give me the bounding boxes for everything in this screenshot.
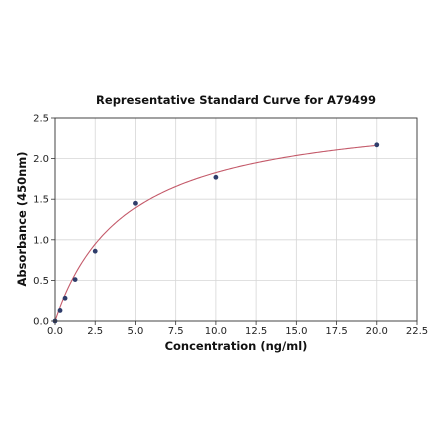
plot-frame: [54, 117, 418, 322]
data-point: [133, 200, 138, 206]
chart-title: Representative Standard Curve for A79499: [96, 93, 376, 107]
x-tick-label: 15.0: [285, 326, 307, 337]
y-tick-label: 0.5: [33, 276, 49, 287]
x-axis: 0.0 2.5 5.0 7.5 10.0 12.5 15.0 17.5 20.0 22.5: [47, 321, 428, 337]
y-tick-label: 0.0: [33, 317, 49, 328]
x-tick-label: 12.5: [245, 326, 267, 337]
y-tick-label: 1.5: [33, 195, 49, 206]
y-axis: 0.0 0.5 1.0 1.5 2.0 2.5: [33, 114, 55, 328]
x-tick-label: 22.5: [406, 326, 428, 337]
y-axis-title: Absorbance (450nm): [15, 151, 29, 286]
data-point: [62, 295, 68, 301]
y-tick-label: 2.0: [33, 154, 49, 165]
x-axis-title: Concentration (ng/ml): [165, 339, 308, 353]
x-tick-label: 2.5: [87, 326, 103, 337]
data-point: [57, 308, 63, 313]
x-tick-label: 7.5: [168, 326, 184, 337]
y-tick-label: 1.0: [33, 235, 49, 246]
data-points-layer: [52, 142, 380, 324]
fit-curve-layer: [54, 144, 377, 322]
fit-curve-line: [54, 144, 377, 322]
x-tick-label: 0.0: [47, 326, 63, 337]
x-tick-label: 17.5: [325, 326, 347, 337]
data-point: [72, 277, 78, 282]
x-tick-label: 10.0: [205, 326, 227, 337]
data-point: [213, 174, 219, 180]
x-tick-label: 5.0: [127, 326, 143, 337]
gridlines: [54, 117, 418, 322]
y-tick-label: 2.5: [33, 114, 49, 125]
data-point: [374, 142, 380, 148]
x-tick-label: 20.0: [366, 326, 388, 337]
data-point: [92, 248, 98, 254]
